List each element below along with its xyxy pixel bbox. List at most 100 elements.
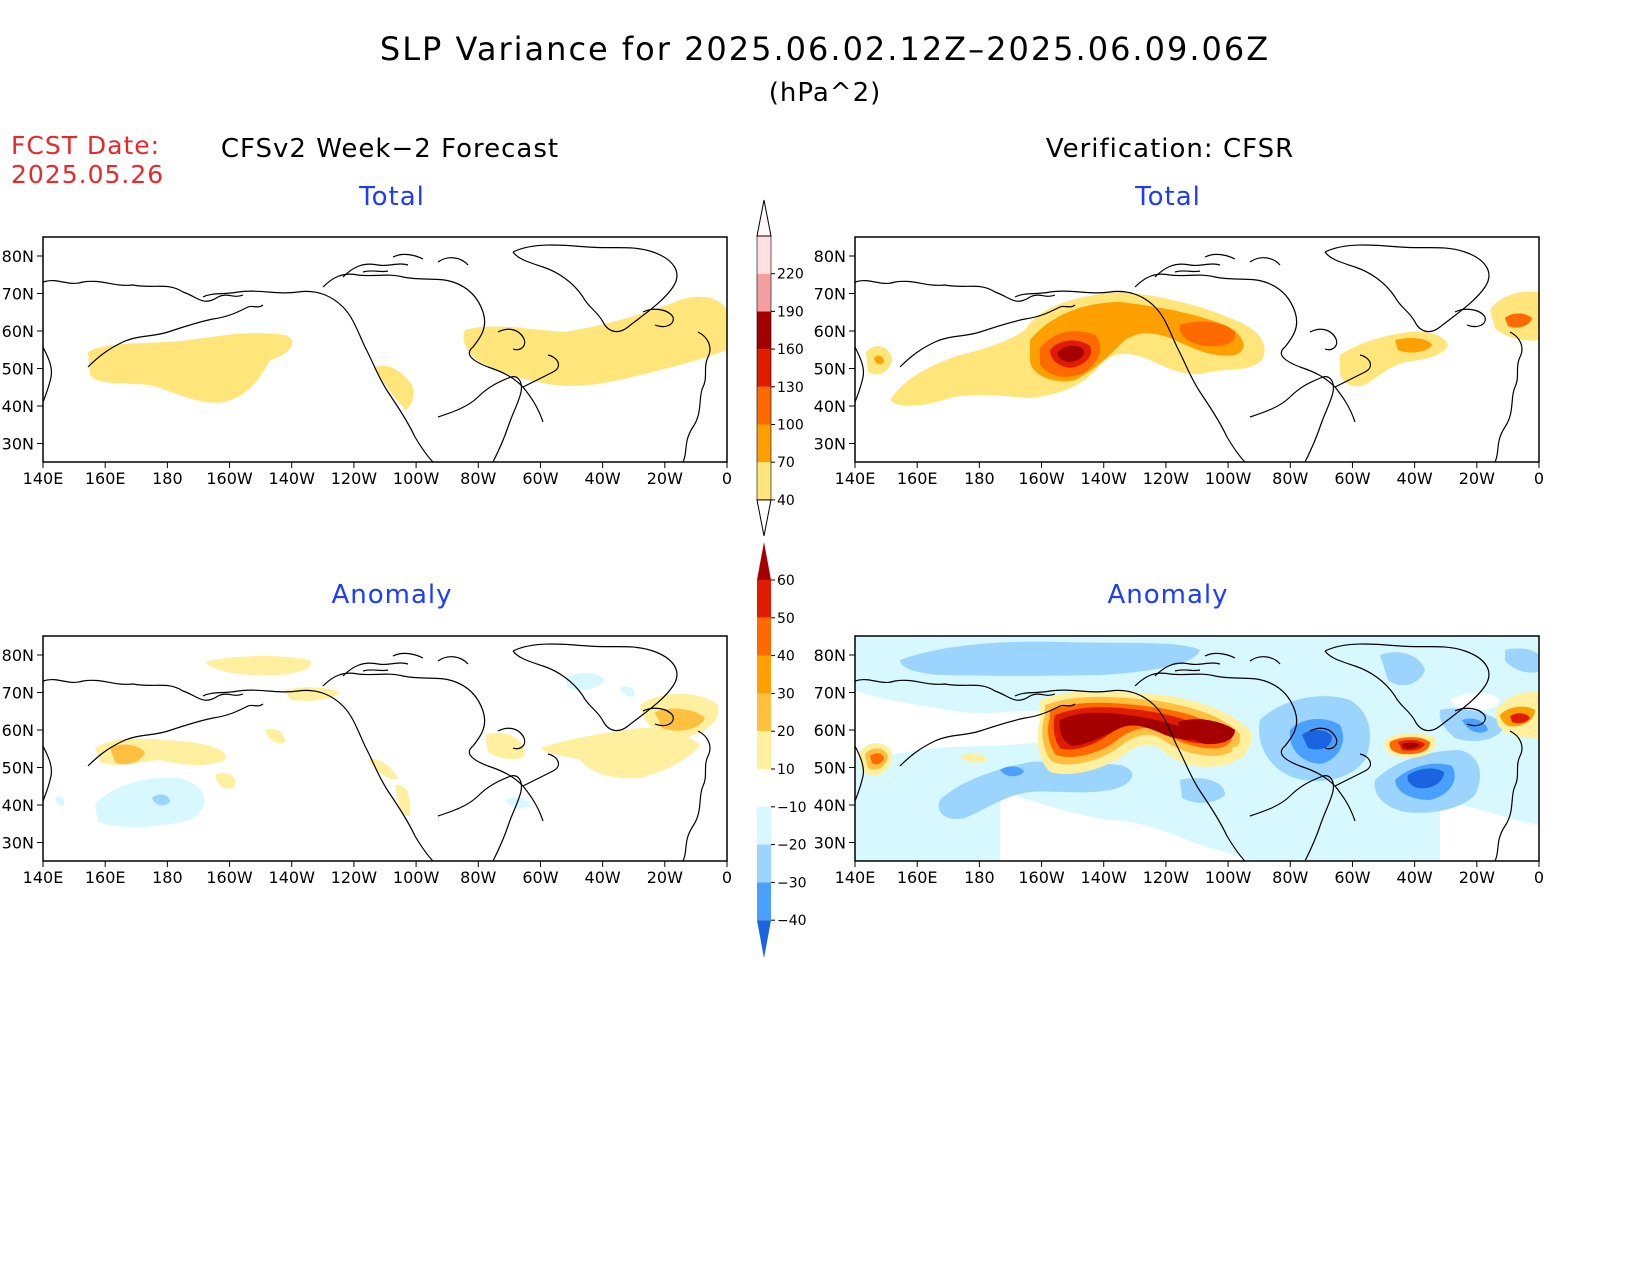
lon-tick-label: 180 bbox=[964, 868, 995, 887]
anomaly-colorbar-bottom-tip bbox=[757, 920, 771, 959]
anomaly-colorbar-swatch bbox=[757, 731, 771, 769]
lat-tick-label: 60N bbox=[814, 322, 846, 341]
lat-tick-label: 80N bbox=[814, 646, 846, 665]
lat-tick-label: 40N bbox=[814, 796, 846, 815]
anomaly-colorbar-label: 10 bbox=[777, 762, 795, 778]
forecast-anomaly-axes: 140E 160E 180 160W 140W 120W 100W 80W 60W 40W 20W 0… bbox=[2, 646, 732, 887]
lat-tick-label: 60N bbox=[2, 721, 34, 740]
lon-tick-label: 140E bbox=[23, 469, 64, 488]
lon-tick-label: 100W bbox=[1205, 868, 1252, 887]
lon-tick-label: 60W bbox=[522, 469, 558, 488]
fcst-date-label: FCST Date: bbox=[11, 131, 161, 160]
lat-tick-label: 30N bbox=[814, 435, 846, 454]
lon-tick-label: 160W bbox=[1018, 868, 1065, 887]
lon-tick-label: 60W bbox=[1334, 469, 1370, 488]
lat-tick-label: 80N bbox=[2, 247, 34, 266]
lat-tick-label: 40N bbox=[2, 796, 34, 815]
page-title: SLP Variance for 2025.06.02.12Z–2025.06.… bbox=[379, 30, 1271, 68]
lon-tick-label: 120W bbox=[331, 868, 378, 887]
lon-tick-label: 40W bbox=[585, 469, 621, 488]
lat-tick-label: 70N bbox=[2, 285, 34, 304]
lon-tick-label: 0 bbox=[1534, 469, 1544, 488]
anomaly-colorbar-top-tip bbox=[757, 542, 771, 580]
forecast-total-panel bbox=[42, 236, 728, 463]
lon-tick-label: 80W bbox=[460, 868, 496, 887]
lon-tick-label: 120W bbox=[1143, 469, 1190, 488]
lon-tick-label: 80W bbox=[460, 469, 496, 488]
lat-tick-label: 60N bbox=[814, 721, 846, 740]
lon-tick-label: 140E bbox=[23, 868, 64, 887]
lat-tick-label: 70N bbox=[814, 285, 846, 304]
verification-total-title: Total bbox=[1135, 182, 1201, 212]
total-colorbar: 40 70 100 130 160 190 220 bbox=[756, 199, 804, 536]
lon-tick-label: 180 bbox=[964, 469, 995, 488]
lon-tick-label: 160E bbox=[897, 469, 938, 488]
anomaly-colorbar-label: −40 bbox=[777, 913, 807, 929]
lat-tick-label: 70N bbox=[2, 684, 34, 703]
forecast-column-title: CFSv2 Week−2 Forecast bbox=[220, 134, 560, 164]
verification-total-axes: 140E 160E 180 160W 140W 120W 100W 80W 60W 40W 20W 0… bbox=[814, 247, 1544, 488]
anomaly-colorbar-swatch bbox=[757, 580, 771, 618]
total-colorbar-swatch bbox=[757, 273, 771, 312]
lat-tick-label: 50N bbox=[2, 360, 34, 379]
total-colorbar-swatch bbox=[757, 462, 771, 500]
forecast-total-axes: 140E 160E 180 160W 140W 120W 100W 80W 60W 40W 20W 0… bbox=[2, 247, 732, 488]
lon-tick-label: 120W bbox=[331, 469, 378, 488]
anomaly-colorbar-swatch bbox=[757, 693, 771, 732]
anomaly-colorbar-label: 60 bbox=[777, 573, 795, 589]
verification-column-title: Verification: CFSR bbox=[1045, 134, 1295, 164]
total-colorbar-bottom-tip bbox=[756, 499, 772, 536]
anomaly-colorbar-swatch bbox=[757, 655, 771, 694]
forecast-anomaly-shading bbox=[55, 656, 719, 828]
total-colorbar-label: 40 bbox=[777, 493, 795, 509]
anomaly-colorbar-label: 30 bbox=[777, 686, 795, 702]
lat-tick-label: 40N bbox=[814, 397, 846, 416]
lon-tick-label: 20W bbox=[647, 868, 683, 887]
forecast-total-title: Total bbox=[359, 182, 425, 212]
forecast-total-shading bbox=[88, 296, 727, 410]
lat-tick-label: 30N bbox=[814, 834, 846, 853]
anomaly-colorbar-label: 20 bbox=[777, 724, 795, 740]
lon-tick-label: 20W bbox=[1459, 868, 1495, 887]
anomaly-colorbar-label: −30 bbox=[777, 875, 807, 891]
forecast-anomaly-frame bbox=[42, 635, 728, 862]
lon-tick-label: 160E bbox=[85, 868, 126, 887]
lon-tick-label: 80W bbox=[1272, 868, 1308, 887]
lat-tick-label: 50N bbox=[2, 759, 34, 778]
lat-tick-label: 80N bbox=[2, 646, 34, 665]
verification-total-shading bbox=[866, 291, 1539, 406]
total-colorbar-label: 130 bbox=[777, 380, 804, 396]
axes-layer: 140E 160E 180 160W 140W 120W 100W 80W 60W 40W 20W 0… bbox=[2, 247, 1544, 887]
anomaly-colorbar-swatch bbox=[757, 882, 771, 921]
verification-anomaly-shading bbox=[855, 636, 1539, 861]
lon-tick-label: 180 bbox=[152, 469, 183, 488]
total-colorbar-label: 190 bbox=[777, 304, 804, 320]
lon-tick-label: 160W bbox=[206, 868, 253, 887]
lat-tick-label: 30N bbox=[2, 435, 34, 454]
anomaly-colorbar-swatch bbox=[757, 617, 771, 656]
lon-tick-label: 140W bbox=[1081, 469, 1128, 488]
lon-tick-label: 140E bbox=[835, 469, 876, 488]
lon-tick-label: 40W bbox=[1397, 868, 1433, 887]
lon-tick-label: 140W bbox=[269, 469, 316, 488]
total-colorbar-top-tip bbox=[756, 199, 772, 237]
anomaly-colorbar-label: −20 bbox=[777, 838, 807, 854]
verification-anomaly-axes: 140E 160E 180 160W 140W 120W 100W 80W 60W 40W 20W 0… bbox=[814, 646, 1544, 887]
units-label: (hPa^2) bbox=[768, 78, 882, 108]
lon-tick-label: 180 bbox=[152, 868, 183, 887]
total-colorbar-label: 70 bbox=[777, 455, 795, 471]
verification-total-panel bbox=[854, 236, 1540, 463]
lon-tick-label: 120W bbox=[1143, 868, 1190, 887]
verification-anomaly-frame bbox=[854, 635, 1540, 862]
verification-total-frame bbox=[854, 236, 1540, 463]
lat-tick-label: 50N bbox=[814, 759, 846, 778]
lon-tick-label: 160W bbox=[1018, 469, 1065, 488]
lon-tick-label: 0 bbox=[1534, 868, 1544, 887]
total-colorbar-label: 100 bbox=[777, 418, 804, 434]
lon-tick-label: 40W bbox=[1397, 469, 1433, 488]
lon-tick-label: 60W bbox=[1334, 868, 1370, 887]
anomaly-colorbar-swatch bbox=[757, 769, 771, 807]
forecast-anomaly-title: Anomaly bbox=[331, 580, 453, 610]
anomaly-colorbar-label: 40 bbox=[777, 649, 795, 665]
lon-tick-label: 160W bbox=[206, 469, 253, 488]
